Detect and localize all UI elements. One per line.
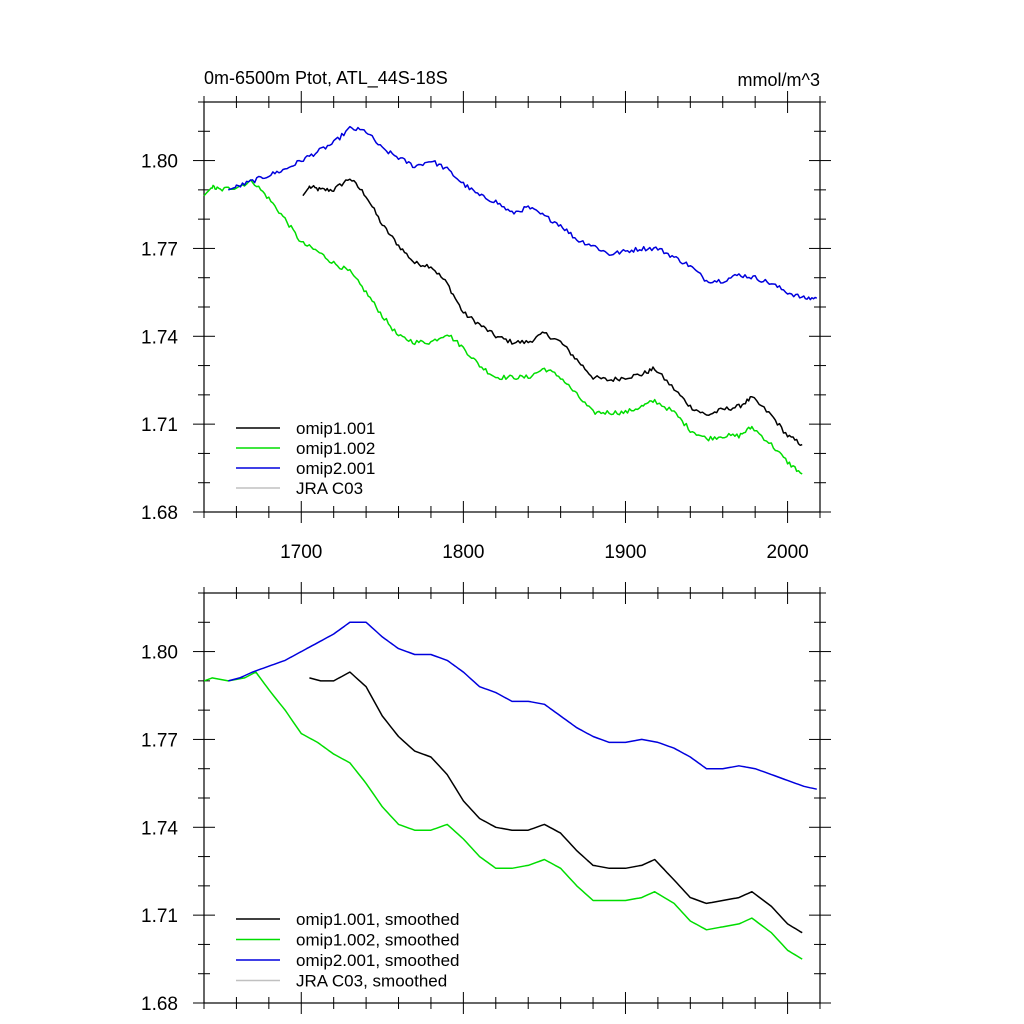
legend-label: omip1.002 <box>296 439 375 458</box>
legend-label: omip1.001 <box>296 419 375 438</box>
legend-label: omip2.001, smoothed <box>296 951 460 970</box>
y-tick-label: 1.80 <box>141 152 178 173</box>
legend-label: omip1.002, smoothed <box>296 931 460 950</box>
series-line-omip1-001-smoothed <box>309 671 803 934</box>
series-line-omip2-001 <box>228 125 818 301</box>
series-line-omip1-002 <box>203 179 803 475</box>
y-tick-label: 1.74 <box>141 818 178 839</box>
series-line-omip1-001 <box>302 178 803 447</box>
plot-panel-1: 1.68 1.71 1.74 1.77 1.80 1700 1800 1900 2000 omip… <box>141 91 831 563</box>
y-tick-label: 1.80 <box>141 643 178 664</box>
x-tick-label: 1800 <box>442 542 484 563</box>
series-line-omip1-002-smoothed <box>203 671 803 960</box>
y-tick-label: 1.74 <box>141 327 178 348</box>
legend: omip1.001, smoothed omip1.002, smoothedom… <box>236 910 460 991</box>
y-tick-label: 1.68 <box>141 994 178 1015</box>
legend-label: omip1.001, smoothed <box>296 910 460 929</box>
legend-label: omip2.001 <box>296 459 375 478</box>
x-tick-label: 1900 <box>604 542 646 563</box>
legend-label: JRA C03, smoothed <box>296 972 447 991</box>
y-tick-label: 1.71 <box>141 415 178 436</box>
y-tick-label: 1.77 <box>141 730 178 751</box>
y-tick-label: 1.71 <box>141 906 178 927</box>
y-tick-label: 1.77 <box>141 239 178 260</box>
legend-label: JRA C03 <box>296 479 363 498</box>
series-line-omip2-001-smoothed <box>228 621 817 790</box>
x-tick-label: 1700 <box>280 542 322 563</box>
y-tick-label: 1.68 <box>141 503 178 524</box>
x-tick-label: 2000 <box>766 542 808 563</box>
chart-units: mmol/m^3 <box>738 70 820 90</box>
chart-title: 0m-6500m Ptot, ATL_44S-18S <box>204 68 448 89</box>
